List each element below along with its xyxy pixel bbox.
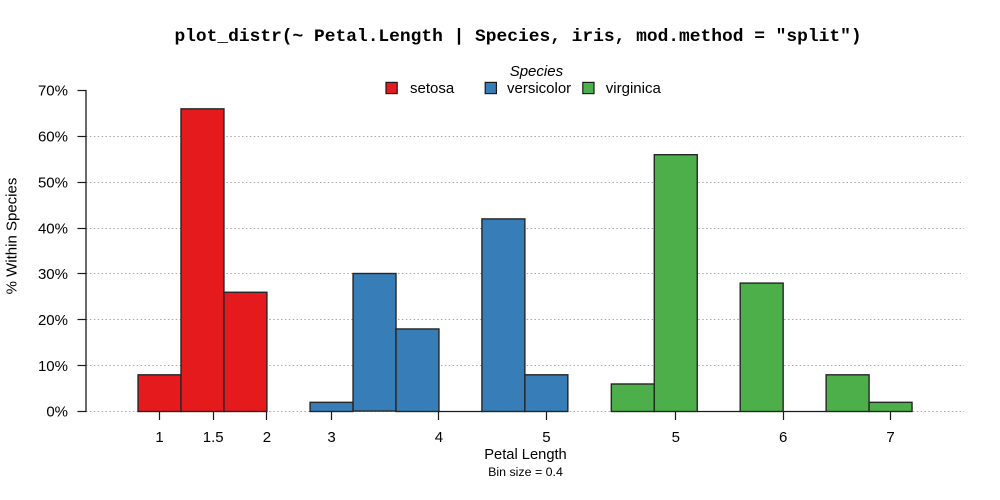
svg-text:0%: 0%: [46, 404, 68, 421]
svg-text:3: 3: [327, 429, 335, 446]
svg-text:% Within Species: % Within Species: [4, 178, 21, 295]
svg-text:setosa: setosa: [410, 80, 455, 97]
svg-text:7: 7: [886, 429, 894, 446]
svg-text:Petal Length: Petal Length: [484, 447, 566, 463]
svg-text:20%: 20%: [38, 312, 68, 329]
svg-text:50%: 50%: [38, 174, 68, 191]
svg-text:70%: 70%: [38, 83, 68, 100]
svg-text:2: 2: [263, 429, 271, 446]
svg-text:10%: 10%: [38, 358, 68, 375]
svg-text:5: 5: [672, 429, 680, 446]
svg-text:Species: Species: [510, 63, 564, 80]
svg-text:60%: 60%: [38, 129, 68, 146]
svg-text:5: 5: [542, 429, 550, 446]
svg-text:40%: 40%: [38, 220, 68, 237]
svg-text:versicolor: versicolor: [507, 80, 571, 97]
svg-text:30%: 30%: [38, 266, 68, 283]
svg-text:plot_distr(~ Petal.Length | Sp: plot_distr(~ Petal.Length | Species, iri…: [174, 27, 861, 47]
svg-text:1: 1: [155, 429, 163, 446]
svg-text:4: 4: [435, 429, 443, 446]
svg-text:6: 6: [779, 429, 787, 446]
svg-text:1.5: 1.5: [203, 429, 224, 446]
svg-text:Bin size = 0.4: Bin size = 0.4: [488, 465, 563, 479]
svg-text:virginica: virginica: [606, 80, 662, 97]
